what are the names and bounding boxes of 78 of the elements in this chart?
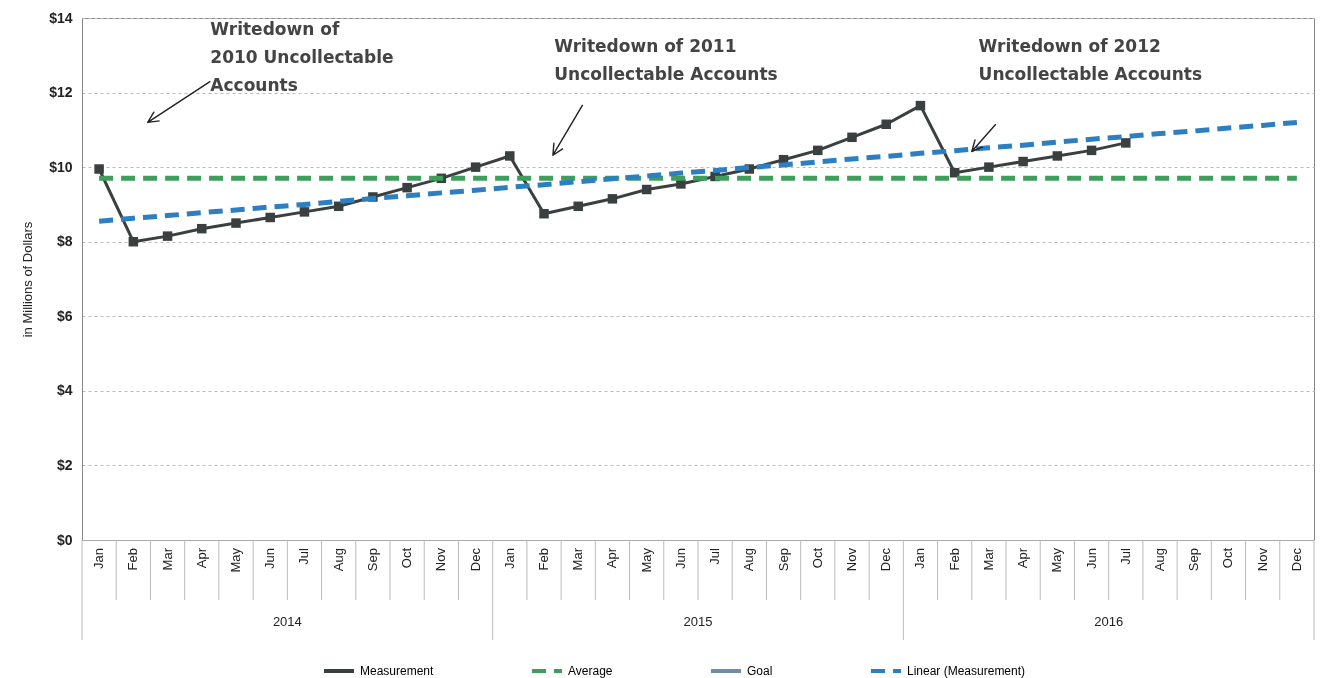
x-tick-label: Mar xyxy=(570,547,586,571)
x-tick-label: Feb xyxy=(946,548,962,571)
x-tick-label: Jul xyxy=(296,547,312,565)
x-tick-label: Jul xyxy=(1117,547,1133,565)
point xyxy=(299,207,310,217)
point xyxy=(1018,156,1028,167)
annotation: Writedown of 2011 Uncollectable Accounts xyxy=(554,35,778,84)
annotation: Writedown of 2012 Uncollectable Accounts xyxy=(978,35,1203,84)
y-tick-label: $4 xyxy=(56,382,73,399)
point xyxy=(197,223,207,234)
x-tick-label: Nov xyxy=(433,547,449,572)
point xyxy=(915,100,926,111)
x-tick-label: Nov xyxy=(844,547,859,572)
x-tick-label: Jan xyxy=(91,548,107,569)
point xyxy=(881,119,891,130)
x-tick-label: Feb xyxy=(536,548,551,571)
y-tick-label: $2 xyxy=(56,456,73,473)
y-tick-label: $14 xyxy=(49,9,73,26)
y-tick-label: $0 xyxy=(56,531,73,548)
point xyxy=(1121,138,1131,148)
point xyxy=(847,132,857,143)
point xyxy=(402,182,412,193)
x-tick-label: Oct xyxy=(399,547,415,569)
x-tick-label: Jun xyxy=(262,548,278,569)
point xyxy=(539,209,549,219)
point xyxy=(505,151,515,161)
y-tick-label: $12 xyxy=(49,84,73,101)
y-axis-title: in Millions of Dollars xyxy=(20,221,36,338)
point xyxy=(162,231,173,241)
point xyxy=(94,164,104,174)
x-tick-label: Apr xyxy=(1015,547,1031,569)
point xyxy=(984,162,994,172)
legend-label: Measurement xyxy=(360,664,435,678)
text: 2015 xyxy=(683,614,713,629)
x-tick-label: Dec xyxy=(467,547,483,572)
y-tick-label: $6 xyxy=(56,307,73,324)
point xyxy=(128,236,139,247)
y-tick-label: $10 xyxy=(49,158,73,175)
text: 2014 xyxy=(272,614,302,629)
legend-label: Goal xyxy=(747,664,773,678)
point xyxy=(1086,145,1097,156)
x-tick-label: Jun xyxy=(672,548,688,569)
x-tick-label: Mar xyxy=(159,547,175,571)
x-tick-label: Dec xyxy=(878,547,894,572)
y-tick-label: $8 xyxy=(56,233,73,250)
x-tick-label: Sep xyxy=(775,548,791,572)
x-tick-label: Jul xyxy=(707,547,723,565)
x-tick-label: Jun xyxy=(1083,548,1099,569)
x-tick-label: Jan xyxy=(501,548,517,569)
point xyxy=(641,184,652,195)
x-tick-label: Nov xyxy=(1254,547,1270,572)
x-tick-label: Apr xyxy=(604,547,620,569)
x-tick-label: Sep xyxy=(1186,548,1202,572)
x-tick-label: May xyxy=(1049,547,1065,573)
x-tick-label: Dec xyxy=(1288,547,1304,572)
point xyxy=(265,212,275,223)
legend-label: Linear (Measurement) xyxy=(907,664,1026,678)
annotation: Writedown of 2010 Uncollectable Accounts xyxy=(210,18,394,95)
x-tick-label: May xyxy=(228,547,243,573)
x-tick-label: Mar xyxy=(980,547,996,571)
x-tick-label: Aug xyxy=(741,548,757,572)
point xyxy=(470,162,481,172)
point xyxy=(813,145,823,156)
x-tick-label: Aug xyxy=(330,548,346,572)
x-tick-label: Jan xyxy=(912,548,928,569)
x-tick-label: Apr xyxy=(193,547,209,569)
x-tick-label: Oct xyxy=(809,547,825,569)
x-tick-label: Aug xyxy=(1152,548,1167,572)
text: 2016 xyxy=(1094,614,1124,629)
x-tick-label: Oct xyxy=(1220,547,1236,569)
point xyxy=(607,194,618,204)
legend-label: Average xyxy=(568,664,613,678)
x-tick-label: Feb xyxy=(125,548,141,571)
point xyxy=(231,218,241,228)
x-tick-label: May xyxy=(638,547,654,573)
x-tick-label: Sep xyxy=(364,548,380,572)
point xyxy=(573,201,583,212)
point xyxy=(1052,151,1063,161)
